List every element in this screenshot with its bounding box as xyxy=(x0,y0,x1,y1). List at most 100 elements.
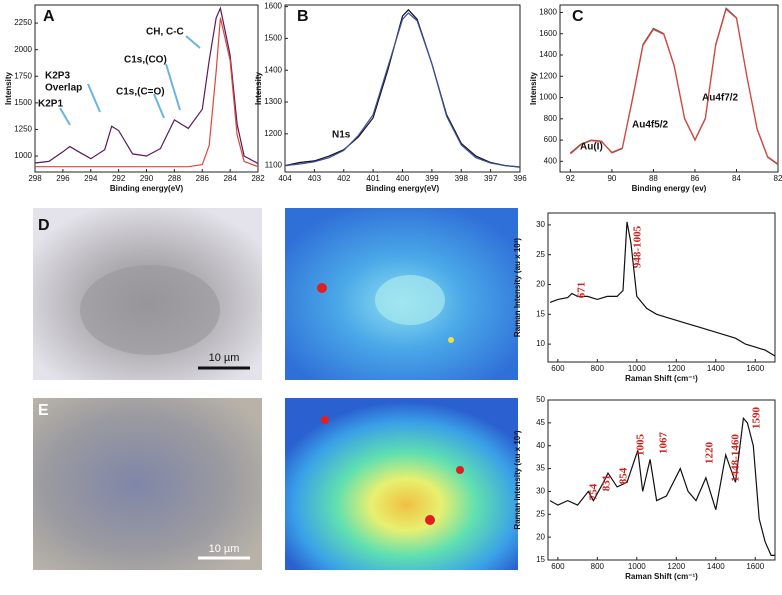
panel-label: D xyxy=(38,217,50,234)
y-axis-label: Raman Intensity (au x 10³) xyxy=(513,238,522,337)
y-tick-label: 50 xyxy=(536,395,545,404)
data-line xyxy=(35,17,259,168)
x-tick-label: 1400 xyxy=(707,364,725,373)
x-tick-label: 402 xyxy=(337,174,351,183)
cell xyxy=(80,265,220,355)
x-tick-label: 600 xyxy=(551,562,565,571)
x-tick-label: 1000 xyxy=(628,364,646,373)
x-tick-label: 88 xyxy=(649,174,658,183)
x-tick-label: 86 xyxy=(690,174,699,183)
annotation: Au4f5/2 xyxy=(632,120,669,131)
x-tick-label: 800 xyxy=(591,562,605,571)
y-tick-label: 25 xyxy=(536,250,545,259)
y-tick-label: 25 xyxy=(536,509,545,518)
x-tick-label: 92 xyxy=(566,174,575,183)
y-tick-label: 1800 xyxy=(539,8,557,17)
y-tick-label: 1300 xyxy=(264,97,282,106)
nucleus xyxy=(375,275,445,325)
annotation: 948-1005 xyxy=(632,225,644,268)
y-tick-label: 1400 xyxy=(264,65,282,74)
x-tick-label: 399 xyxy=(425,174,439,183)
annotation: K2P3 xyxy=(45,71,70,82)
annotation: 754 xyxy=(588,483,600,500)
y-tick-label: 1200 xyxy=(539,71,557,80)
x-axis-label: Binding energy(eV) xyxy=(366,184,440,193)
y-tick-label: 1100 xyxy=(265,161,283,170)
annotation: 831 xyxy=(601,475,613,492)
x-tick-label: 1000 xyxy=(628,562,646,571)
micrograph xyxy=(33,398,262,570)
y-axis-label: Intensity xyxy=(254,72,263,105)
annotation: 1448-1460 xyxy=(730,434,742,482)
y-tick-label: 1750 xyxy=(14,71,32,80)
annotation: Au(I) xyxy=(580,142,603,153)
annotation: 1220 xyxy=(704,442,716,465)
y-tick-label: 40 xyxy=(536,441,545,450)
data-line xyxy=(549,221,776,357)
panel-label: B xyxy=(297,8,309,25)
annotation: Overlap xyxy=(45,83,82,94)
y-tick-label: 400 xyxy=(544,156,558,165)
plot-frame xyxy=(284,4,521,173)
scale-label: 10 µm xyxy=(209,543,240,555)
data-line xyxy=(549,416,775,556)
annotation: 671 xyxy=(576,282,588,299)
x-tick-label: 800 xyxy=(591,364,605,373)
plot-frame xyxy=(547,212,776,363)
x-tick-label: 1600 xyxy=(746,364,764,373)
x-axis-label: Binding energy (ev) xyxy=(632,184,707,193)
panel-label: E xyxy=(38,402,49,419)
y-tick-label: 1200 xyxy=(264,129,282,138)
y-tick-label: 1250 xyxy=(14,125,32,134)
panel-label: C xyxy=(572,8,584,25)
heatmap xyxy=(285,398,518,570)
x-axis-label: Binding energy(eV) xyxy=(110,184,184,193)
y-tick-label: 45 xyxy=(536,418,545,427)
x-tick-label: 397 xyxy=(484,174,498,183)
arrow xyxy=(185,35,201,49)
arrow xyxy=(165,63,181,111)
x-tick-label: 294 xyxy=(84,174,98,183)
x-tick-label: 282 xyxy=(251,174,265,183)
y-tick-label: 1500 xyxy=(14,98,32,107)
arrow xyxy=(87,83,101,113)
annotation: CH, C-C xyxy=(146,27,184,38)
y-axis-label: Intensity xyxy=(4,72,13,105)
plot-frame xyxy=(547,399,776,561)
y-tick-label: 20 xyxy=(536,280,545,289)
y-tick-label: 1000 xyxy=(539,93,557,102)
data-line xyxy=(284,12,521,168)
annotation: K2P1 xyxy=(38,99,63,110)
x-tick-label: 290 xyxy=(140,174,154,183)
y-tick-label: 15 xyxy=(536,555,545,564)
y-tick-label: 35 xyxy=(536,464,545,473)
x-axis-label: Raman Shift (cm⁻¹) xyxy=(625,572,698,581)
hotspot xyxy=(321,416,329,424)
x-tick-label: 1200 xyxy=(667,364,685,373)
annotation: 1590 xyxy=(751,407,763,430)
y-tick-label: 1400 xyxy=(539,50,557,59)
x-tick-label: 292 xyxy=(112,174,126,183)
hotspot xyxy=(425,515,435,525)
x-tick-label: 82 xyxy=(774,174,782,183)
x-tick-label: 403 xyxy=(308,174,322,183)
x-tick-label: 288 xyxy=(168,174,182,183)
annotation: 1005 xyxy=(635,434,647,457)
annotation: 854 xyxy=(618,467,630,484)
y-tick-label: 1500 xyxy=(264,34,282,43)
hotspot xyxy=(317,283,327,293)
x-tick-label: 296 xyxy=(56,174,70,183)
x-tick-label: 286 xyxy=(196,174,210,183)
scale-label: 10 µm xyxy=(209,352,240,364)
annotation: N1s xyxy=(332,130,351,141)
x-tick-label: 1400 xyxy=(707,562,725,571)
y-tick-label: 10 xyxy=(536,339,545,348)
x-tick-label: 404 xyxy=(278,174,292,183)
x-tick-label: 284 xyxy=(223,174,237,183)
y-tick-label: 15 xyxy=(536,309,545,318)
y-tick-label: 2250 xyxy=(14,18,32,27)
hotspot xyxy=(448,337,454,343)
panel-label: A xyxy=(43,8,55,25)
x-tick-label: 298 xyxy=(28,174,42,183)
